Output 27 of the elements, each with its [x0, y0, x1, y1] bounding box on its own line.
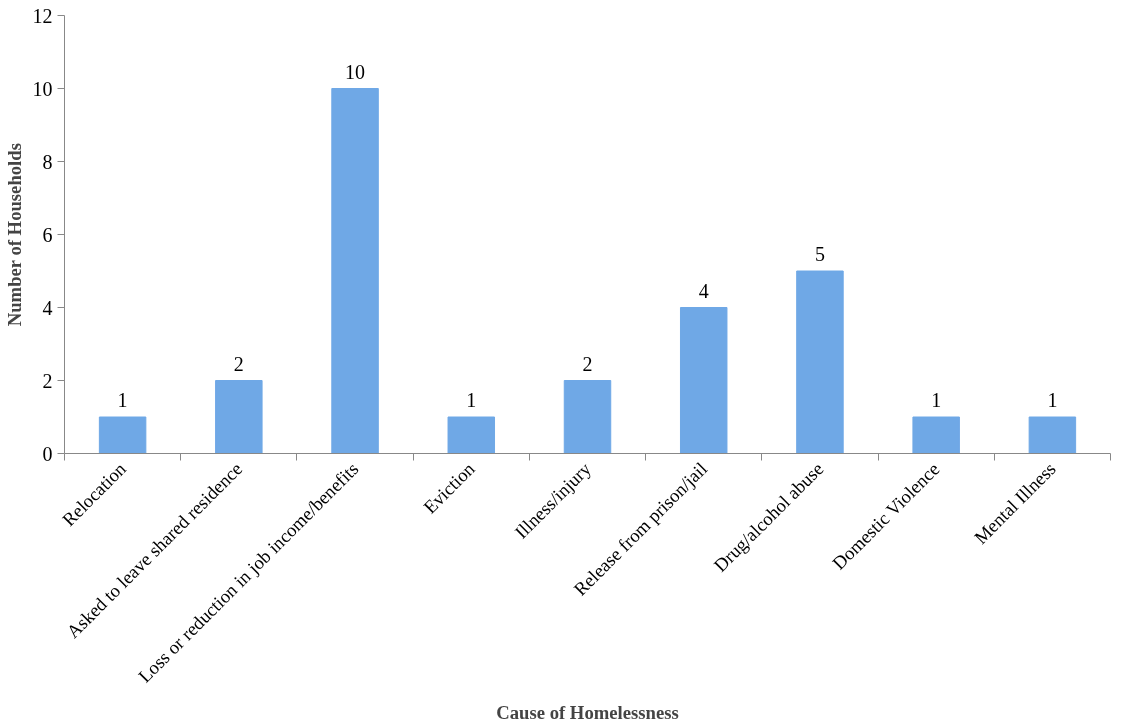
data-label: 1 [931, 389, 942, 411]
y-tick-label: 10 [32, 77, 53, 100]
data-label: 10 [345, 60, 366, 83]
y-tick-label: 12 [32, 4, 53, 27]
y-axis-title: Number of Households [3, 143, 25, 327]
bar [679, 307, 728, 454]
data-label: 5 [814, 243, 825, 265]
bar [215, 380, 263, 454]
bar [796, 270, 844, 454]
data-label: 2 [233, 352, 244, 375]
bar [563, 380, 612, 454]
y-tick-label: 4 [42, 296, 53, 319]
data-label: 1 [1047, 389, 1058, 411]
data-label: 1 [117, 389, 128, 411]
y-tick-label: 8 [42, 150, 53, 173]
x-axis-title: Cause of Homelessness [496, 701, 679, 723]
data-label: 4 [698, 279, 709, 302]
data-label: 1 [466, 389, 477, 411]
y-tick-label: 0 [42, 442, 53, 465]
bar [447, 416, 496, 454]
data-label: 2 [582, 352, 593, 375]
y-tick-label: 2 [42, 369, 53, 392]
bar [98, 416, 147, 454]
y-tick-label: 6 [42, 223, 53, 246]
bar [331, 88, 379, 454]
bar [912, 416, 960, 454]
bar [1028, 416, 1077, 454]
